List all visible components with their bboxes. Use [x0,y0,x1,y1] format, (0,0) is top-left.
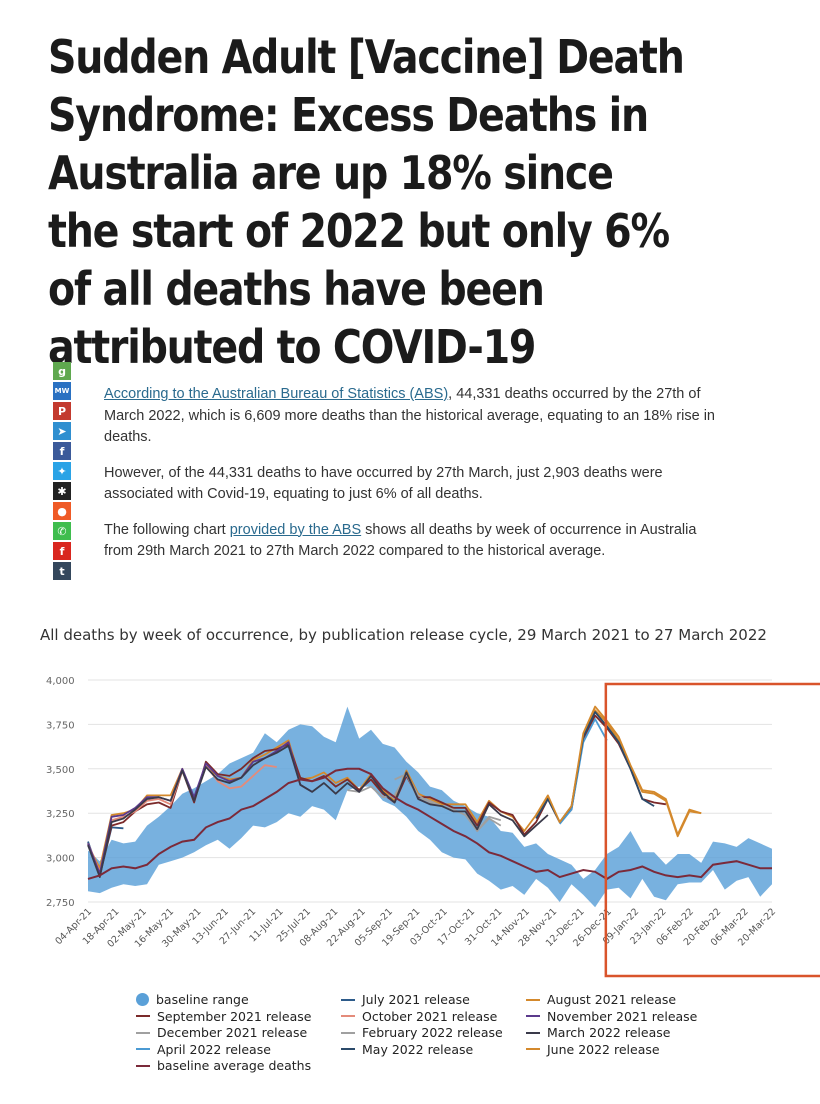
paragraph-3-text-b: shows all deaths by week of occurrence i… [104,521,697,560]
legend-line-swatch [341,998,355,1001]
march-2022-release-line [87,744,549,878]
y-tick-label: 3,500 [46,765,75,776]
legend-item[interactable]: baseline average deaths [136,1058,311,1073]
legend-line-swatch [341,1048,355,1051]
legend-item[interactable]: September 2021 release [136,1009,311,1024]
legend-line-swatch [526,1015,540,1018]
paragraph-1-text: , 44,331 deaths occurred by the 27th of … [104,386,715,445]
may-2022-release-line [535,711,655,823]
deaths-chart: 2,7503,0003,2503,5003,7504,00004-Apr-211… [46,676,820,978]
legend-item[interactable]: June 2022 release [526,1042,660,1057]
legend-line-swatch [526,998,540,1001]
paragraph-2: However, of the 44,331 deaths to have oc… [104,464,663,503]
legend-label: December 2021 release [157,1025,308,1041]
legend-label: July 2021 release [362,992,470,1007]
legend-dot-swatch [136,993,149,1006]
legend-line-swatch [136,1015,150,1018]
y-tick-label: 3,250 [46,809,75,820]
whatsapp-share-icon[interactable]: ✆ [53,522,71,540]
legend-item[interactable]: April 2022 release [136,1042,271,1057]
y-tick-label: 3,000 [46,854,75,865]
legend-item[interactable]: baseline range [136,992,249,1007]
legend-item[interactable]: August 2021 release [526,992,676,1007]
paragraph-3: The following chart provided by the ABS … [104,520,724,563]
legend-item[interactable]: July 2021 release [341,992,470,1007]
legend-item[interactable]: March 2022 release [526,1025,670,1040]
legend-line-swatch [526,1048,540,1051]
y-tick-label: 3,750 [46,720,75,731]
legend-item[interactable]: May 2022 release [341,1042,473,1057]
share-bar: g MW P ➤ f ✦ ✱ ● ✆ f t [53,362,71,582]
article-body: According to the Australian Bureau of St… [104,384,724,577]
legend-line-swatch [136,1031,150,1034]
tumblr-share-icon[interactable]: t [53,562,71,580]
headline: Sudden Adult [Vaccine] Death Syndrome: E… [48,30,685,374]
legend-label: October 2021 release [362,1008,498,1024]
parler-share-icon[interactable]: P [53,402,71,420]
baseline-average-line [87,767,772,881]
november-2021-release-line [87,741,313,875]
legend-item[interactable]: December 2021 release [136,1025,307,1040]
april-2022-release-line [559,718,608,825]
legend-line-swatch [136,1064,150,1067]
legend-label: April 2022 release [157,1041,271,1057]
legend-label: June 2022 release [547,1041,660,1057]
legend-line-swatch [136,1048,150,1051]
legend-label: baseline range [156,992,249,1007]
legend-label: May 2022 release [362,1041,474,1057]
telegram-share-icon[interactable]: ➤ [53,422,71,440]
legend-item[interactable]: October 2021 release [341,1009,497,1024]
legend-line-swatch [341,1031,355,1034]
facebook-share-icon[interactable]: f [53,442,71,460]
highlight-box [604,682,820,978]
chart-title: All deaths by week of occurrence, by pub… [40,626,767,644]
legend-label: September 2021 release [157,1008,312,1024]
mewe-share-icon[interactable]: MW [53,382,71,400]
flipboard-share-icon[interactable]: f [53,542,71,560]
paragraph-1: According to the Australian Bureau of St… [104,384,724,449]
legend-label: March 2022 release [547,1025,671,1041]
legend-label: baseline average deaths [157,1058,312,1074]
paragraph-3-text-a: The following chart [104,521,230,538]
legend-label: August 2021 release [547,992,677,1007]
legend-item[interactable]: November 2021 release [526,1009,697,1024]
y-tick-label: 4,000 [46,676,75,687]
june-2022-release-line [535,705,702,836]
abs-link[interactable]: According to the Australian Bureau of St… [104,386,449,402]
legend-label: February 2022 release [362,1025,503,1041]
twitter-share-icon[interactable]: ✦ [53,462,71,480]
legend-item[interactable]: February 2022 release [341,1025,503,1040]
reddit-share-icon[interactable]: ● [53,502,71,520]
bookmark-share-icon[interactable]: ✱ [53,482,71,500]
abs-chart-link[interactable]: provided by the ABS [229,521,362,538]
legend-line-swatch [341,1015,355,1018]
y-tick-label: 2,750 [46,898,75,909]
legend-label: November 2021 release [547,1008,698,1024]
gab-share-icon[interactable]: g [53,362,71,380]
legend-line-swatch [526,1031,540,1034]
